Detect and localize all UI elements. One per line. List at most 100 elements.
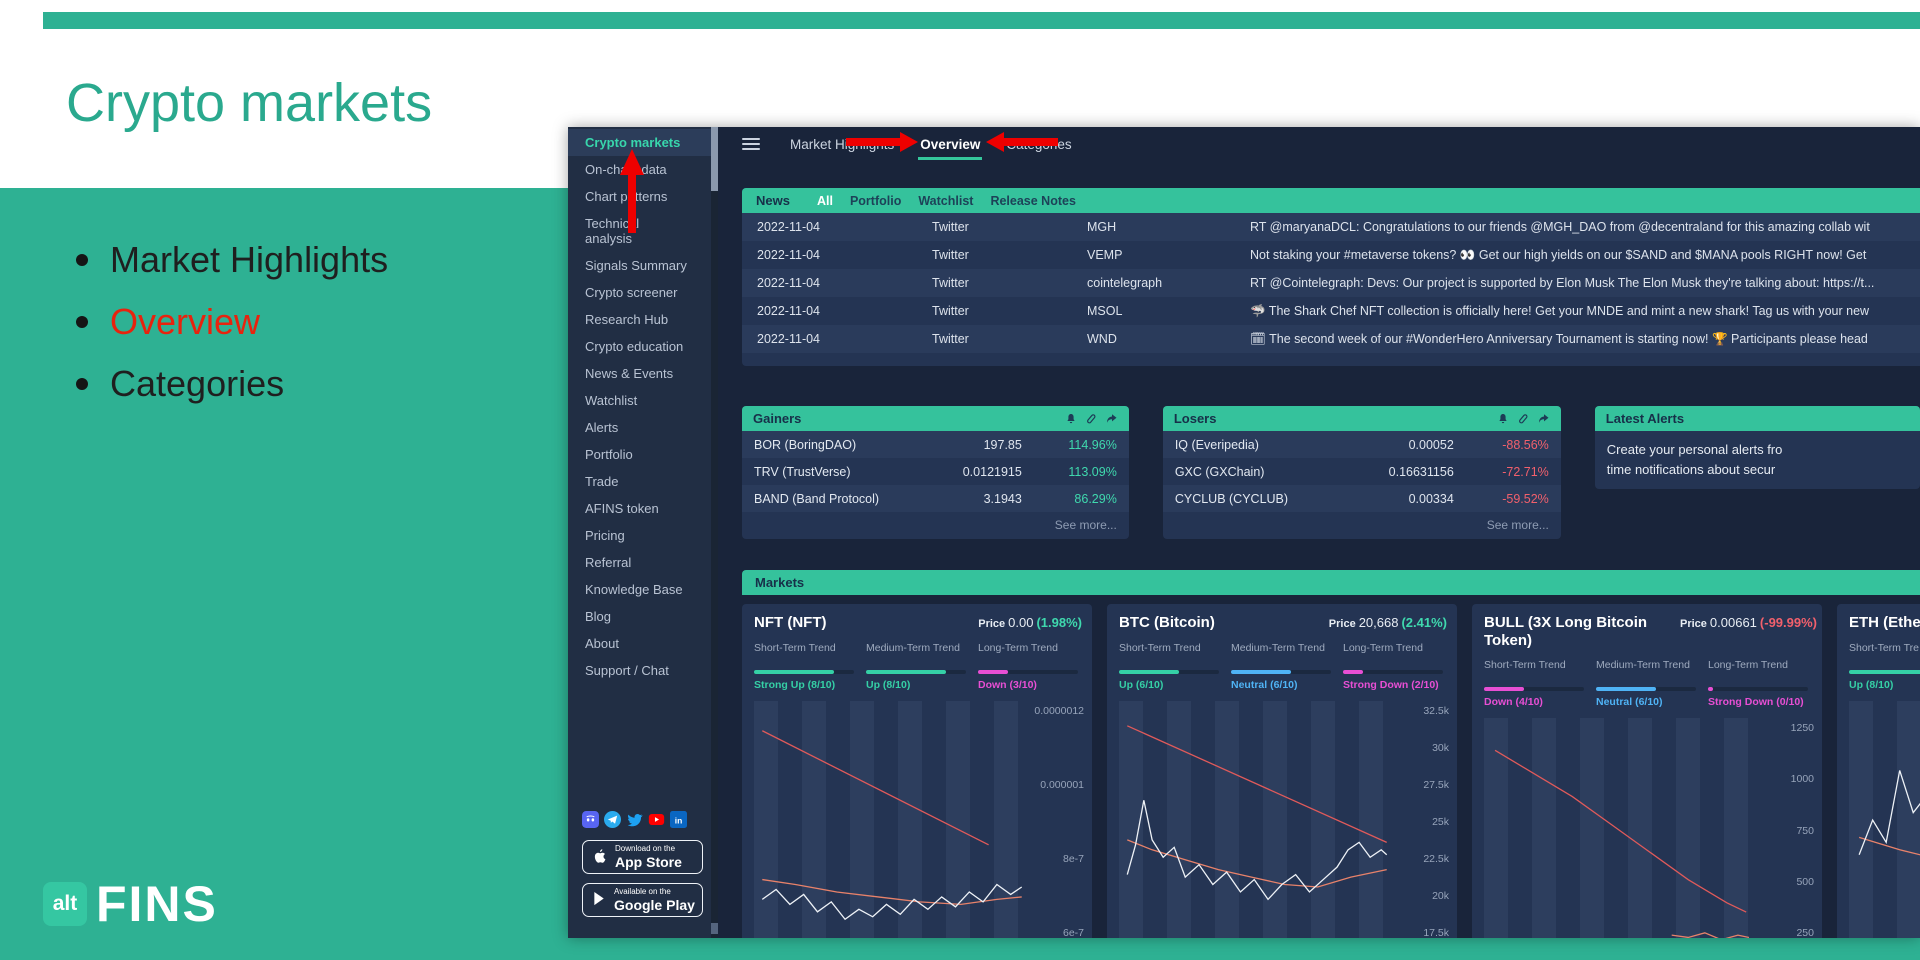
page-title: Crypto markets	[66, 73, 433, 133]
sidebar-item-crypto-screener[interactable]: Crypto screener	[585, 285, 678, 300]
sidebar-item-research-hub[interactable]: Research Hub	[585, 312, 669, 327]
sidebar-item-watchlist[interactable]: Watchlist	[585, 393, 638, 408]
bullet-label: Categories	[110, 363, 285, 404]
loser-row[interactable]: GXC (GXChain) 0.16631156 -72.71%	[1163, 458, 1561, 485]
sidebar-item-portfolio[interactable]: Portfolio	[585, 447, 633, 462]
sidebar-item-pricing[interactable]: Pricing	[585, 528, 625, 543]
sidebar-item-alerts[interactable]: Alerts	[585, 420, 619, 435]
axis-tick: 25k	[1432, 816, 1449, 828]
linkedin-icon[interactable]: in	[670, 811, 687, 828]
news-row[interactable]: 2022-11-04 Twitter MGH RT @maryanaDCL: C…	[742, 213, 1920, 241]
losers-rows: IQ (Everipedia) 0.00052 -88.56% GXC (GXC…	[1162, 431, 1561, 512]
trend-bar-fill	[1708, 687, 1713, 691]
sidebar-footer: in Download on the App Store Available o…	[568, 811, 711, 938]
discord-icon[interactable]	[582, 811, 599, 828]
sidebar-item-blog[interactable]: Blog	[585, 609, 612, 624]
trend-value: Neutral (6/10)	[1596, 696, 1663, 708]
tab-overview[interactable]: Overview	[918, 128, 983, 160]
news-row[interactable]: 2022-11-04 Twitter cointelegraph RT @Coi…	[742, 269, 1920, 297]
y-axis-labels: 0.0000012 0.000001 8e-7 6e-7	[1030, 701, 1092, 938]
loser-row[interactable]: CYCLUB (CYCLUB) 0.00334 -59.52%	[1162, 485, 1561, 512]
paperclip-icon[interactable]	[1517, 413, 1529, 425]
news-row[interactable]: 2022-11-04 Twitter WND 🗓 The second week…	[742, 325, 1920, 353]
sidebar-item-support-chat[interactable]: Support / Chat	[585, 663, 669, 678]
sidebar-item-crypto-markets[interactable]: Crypto markets	[568, 129, 711, 156]
trend-bar-track	[1849, 670, 1920, 674]
share-icon[interactable]	[1537, 413, 1550, 424]
trend-bar-fill	[1484, 687, 1524, 691]
alerts-text-line: time notifications about secur	[1606, 462, 1776, 477]
news-tab-release-notes[interactable]: Release Notes	[990, 193, 1076, 208]
coin-name: CYCLUB (CYCLUB)	[1174, 491, 1289, 506]
price-chart: 1250 1000 750 500 250	[1484, 718, 1822, 938]
sidebar-item-knowledge-base[interactable]: Knowledge Base	[585, 582, 683, 597]
moving-average-line	[1127, 840, 1386, 887]
sidebar-item-about[interactable]: About	[585, 636, 619, 651]
trend-bar-fill	[1343, 670, 1363, 674]
news-tab-portfolio[interactable]: Portfolio	[849, 193, 902, 208]
sidebar-item-chart-patterns[interactable]: Chart patterns	[585, 189, 668, 204]
news-symbol: WND	[1087, 332, 1117, 346]
paperclip-icon[interactable]	[1085, 413, 1097, 425]
telegram-icon[interactable]	[604, 811, 621, 828]
market-card-bull: BULL (3X Long Bitcoin Token) Price 0.0066…	[1472, 604, 1822, 938]
coin-change: 114.96%	[1068, 437, 1117, 452]
axis-tick: 17.5k	[1423, 927, 1449, 938]
gainer-row[interactable]: BAND (Band Protocol) 3.1943 86.29%	[742, 485, 1129, 512]
scrollbar-down-button[interactable]	[711, 923, 718, 934]
price-change: (2.41%)	[1401, 615, 1447, 630]
trend-medium-term: Medium-Term Trend Up (8/10)	[866, 642, 966, 691]
news-tab-watchlist[interactable]: Watchlist	[918, 193, 974, 208]
market-cards-row: NFT (NFT) Price 0.00 (1.98%) Short-Term Tr…	[742, 604, 1920, 938]
price-chart	[1849, 701, 1920, 938]
gainer-row[interactable]: BOR (BoringDAO) 197.85 114.96%	[742, 431, 1129, 458]
price-label: Price	[978, 618, 1006, 630]
app-store-button[interactable]: Download on the App Store	[582, 840, 703, 874]
axis-tick: 32.5k	[1423, 705, 1449, 717]
news-row[interactable]: 2022-11-04 Twitter MSOL 🦈 The Shark Chef…	[742, 297, 1920, 325]
moving-average-line	[762, 880, 1021, 905]
moving-average-line	[1672, 933, 1749, 938]
trend-bar-track	[1119, 670, 1219, 674]
chart-plot-area	[1119, 701, 1395, 938]
news-symbol: cointelegraph	[1087, 276, 1163, 290]
sidebar-item-news-events[interactable]: News & Events	[585, 366, 674, 381]
sidebar-item-technical-analysis[interactable]: Technical analysis	[568, 210, 711, 252]
axis-tick: 6e-7	[1062, 927, 1084, 938]
google-play-button[interactable]: Available on the Google Play	[582, 883, 703, 917]
bullet-dot	[76, 378, 88, 390]
gainers-panel: Gainers BOR (BoringDAO) 197.85 114.96% T	[742, 406, 1129, 539]
sidebar-item-signals-summary[interactable]: Signals Summary	[585, 258, 687, 273]
trend-value: Strong Down (0/10)	[1708, 696, 1804, 708]
news-date: 2022-11-04	[757, 248, 821, 262]
price-value: 0.00661	[1709, 615, 1757, 630]
market-name: BTC (Bitcoin)	[1119, 614, 1215, 631]
sidebar-item-crypto-education[interactable]: Crypto education	[585, 339, 684, 354]
gainer-row[interactable]: TRV (TrustVerse) 0.0121915 113.09%	[742, 458, 1129, 485]
sidebar-scrollbar[interactable]	[711, 127, 718, 938]
menu-icon[interactable]	[742, 138, 760, 150]
youtube-icon[interactable]	[648, 811, 665, 828]
news-tab-all[interactable]: All	[816, 193, 833, 208]
sidebar-item-afins-token[interactable]: AFINS token	[585, 501, 659, 516]
trend-bar-fill	[1119, 670, 1179, 674]
sidebar-item-trade[interactable]: Trade	[585, 474, 619, 489]
news-row[interactable]: 2022-11-04 Twitter VEMP Not staking your…	[742, 241, 1920, 269]
loser-row[interactable]: IQ (Everipedia) 0.00052 -88.56%	[1162, 431, 1561, 458]
axis-tick: 250	[1796, 927, 1814, 938]
bullet-item-market-highlights: Market Highlights	[76, 239, 388, 280]
trend-bar-fill	[866, 670, 946, 674]
trend-bar-fill	[754, 670, 834, 674]
gainers-title: Gainers	[753, 411, 802, 426]
social-links: in	[582, 811, 711, 828]
share-icon[interactable]	[1105, 413, 1118, 424]
bell-icon[interactable]	[1065, 413, 1077, 425]
gainers-see-more-link[interactable]: See more...	[1054, 518, 1117, 532]
losers-header: Losers	[1162, 406, 1561, 431]
sidebar-item-referral[interactable]: Referral	[585, 555, 632, 570]
scrollbar-thumb[interactable]	[711, 127, 718, 191]
trend-bar-fill	[1596, 687, 1656, 691]
losers-see-more-link[interactable]: See more...	[1486, 518, 1549, 532]
bell-icon[interactable]	[1497, 413, 1509, 425]
twitter-icon[interactable]	[626, 811, 643, 828]
